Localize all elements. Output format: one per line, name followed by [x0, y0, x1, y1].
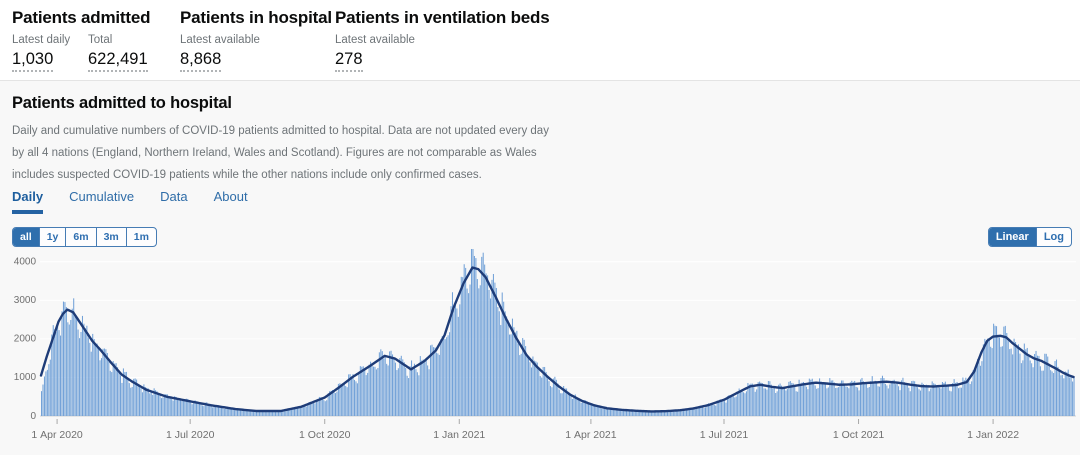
- range-1y-button[interactable]: 1y: [38, 228, 66, 246]
- stat-metrics: Latest available 8,868: [180, 34, 332, 72]
- scale-log-button[interactable]: Log: [1035, 228, 1071, 246]
- scale-toggle-control: Linear Log: [987, 227, 1072, 247]
- tab-cumulative[interactable]: Cumulative: [69, 189, 135, 204]
- metric-value: 8,868: [180, 50, 222, 72]
- tab-about[interactable]: About: [213, 189, 248, 204]
- stat-card-title: Patients in ventilation beds: [335, 8, 550, 27]
- metric-label: Latest available: [180, 34, 260, 46]
- range-3m-button[interactable]: 3m: [95, 228, 126, 246]
- metric-latest-available: Latest available 278: [335, 34, 415, 72]
- metric-value: 278: [335, 50, 363, 72]
- stat-card-patients-in-hospital: Patients in hospital Latest available 8,…: [180, 8, 332, 72]
- stat-metrics: Latest available 278: [335, 34, 550, 72]
- metric-label: Latest available: [335, 34, 415, 46]
- range-all-button[interactable]: all: [13, 228, 39, 246]
- metric-total: Total 622,491: [88, 34, 148, 72]
- chart-controls: all 1y 6m 3m 1m Linear Log: [0, 227, 1080, 249]
- stat-metrics: Latest daily 1,030 Total 622,491: [12, 34, 150, 72]
- admissions-daily-chart[interactable]: [0, 249, 1080, 449]
- scale-linear-button[interactable]: Linear: [988, 228, 1036, 246]
- stat-card-title: Patients admitted: [12, 8, 151, 27]
- section-tabs: Daily Cumulative Data About: [12, 189, 248, 214]
- stat-card-title: Patients in hospital: [180, 8, 332, 27]
- metric-value: 622,491: [88, 50, 148, 72]
- admissions-chart-area: [0, 249, 1080, 449]
- metric-label: Latest daily: [12, 34, 71, 46]
- range-6m-button[interactable]: 6m: [65, 228, 95, 246]
- tab-daily[interactable]: Daily: [12, 189, 44, 214]
- range-1m-button[interactable]: 1m: [125, 228, 156, 246]
- metric-value: 1,030: [12, 50, 54, 72]
- admissions-section: Patients admitted to hospital Daily and …: [0, 80, 1080, 455]
- metric-latest-available: Latest available 8,868: [180, 34, 260, 72]
- section-description: Daily and cumulative numbers of COVID-19…: [12, 125, 549, 181]
- stat-card-patients-admitted: Patients admitted Latest daily 1,030 Tot…: [12, 8, 150, 72]
- headline-stats: Patients admitted Latest daily 1,030 Tot…: [0, 0, 1080, 80]
- stat-card-ventilation-beds: Patients in ventilation beds Latest avai…: [335, 8, 550, 72]
- tab-data[interactable]: Data: [160, 189, 188, 204]
- metric-label: Total: [88, 34, 113, 46]
- section-title: Patients admitted to hospital: [12, 94, 232, 112]
- time-range-control: all 1y 6m 3m 1m: [12, 227, 157, 247]
- metric-latest-daily: Latest daily 1,030: [12, 34, 88, 72]
